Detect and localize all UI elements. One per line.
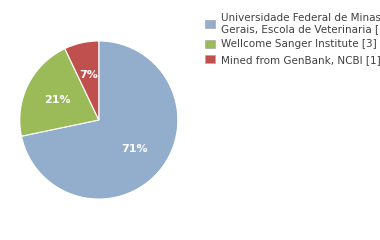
Wedge shape	[21, 41, 178, 199]
Text: 7%: 7%	[79, 70, 98, 80]
Wedge shape	[65, 41, 99, 120]
Legend: Universidade Federal de Minas
Gerais, Escola de Veterinaria [10], Wellcome Sange: Universidade Federal de Minas Gerais, Es…	[203, 11, 380, 67]
Text: 71%: 71%	[121, 144, 148, 154]
Text: 21%: 21%	[44, 95, 71, 105]
Wedge shape	[20, 49, 99, 136]
